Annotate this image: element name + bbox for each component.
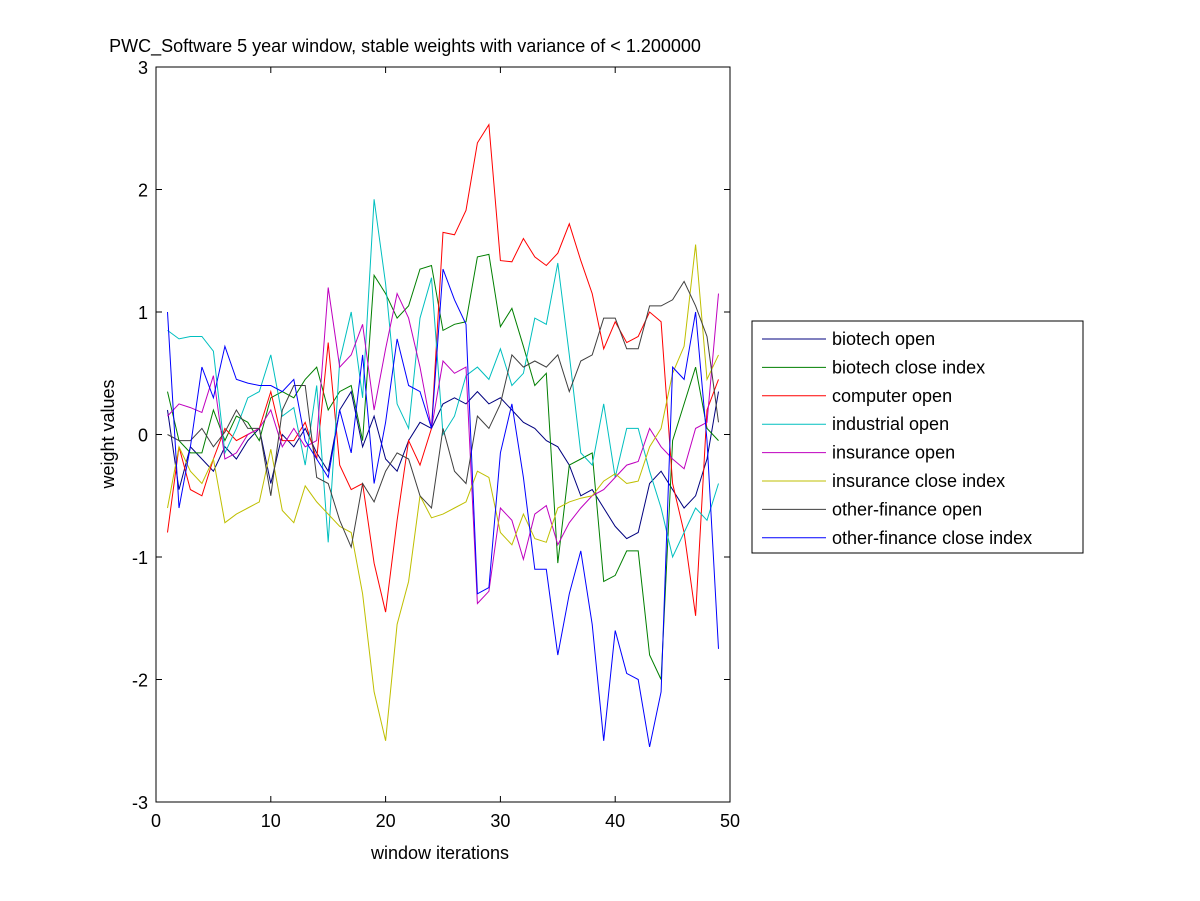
chart-title: PWC_Software 5 year window, stable weigh… bbox=[109, 36, 701, 57]
ticks-layer: 0 10 20 30 40 50 -3 -2 -1 0 1 2 3 bbox=[132, 58, 740, 831]
legend-box bbox=[751, 320, 1084, 554]
legend-label-8: other-finance close index bbox=[832, 528, 1032, 548]
x-tick-label: 30 bbox=[490, 811, 510, 831]
y-tick-label: 0 bbox=[138, 426, 148, 446]
y-tick-label: -3 bbox=[132, 793, 148, 813]
series-layer bbox=[167, 123, 719, 748]
series-line-2 bbox=[167, 253, 719, 680]
legend: biotech open biotech close index computer … bbox=[751, 320, 1084, 554]
series-line-4 bbox=[167, 199, 719, 559]
legend-label-7: other-finance open bbox=[832, 499, 982, 519]
legend-label-3: computer open bbox=[832, 386, 952, 406]
y-tick-label: 2 bbox=[138, 181, 148, 201]
legend-entries: biotech open biotech close index computer … bbox=[762, 329, 1032, 548]
x-tick-label: 50 bbox=[720, 811, 740, 831]
y-tick-label: 3 bbox=[138, 58, 148, 78]
legend-label-5: insurance open bbox=[832, 443, 955, 463]
plot-area: 0 10 20 30 40 50 -3 -2 -1 0 1 2 3 bbox=[132, 58, 740, 831]
series-line-7 bbox=[167, 280, 719, 549]
legend-label-2: biotech close index bbox=[832, 357, 985, 377]
legend-label-6: insurance close index bbox=[832, 471, 1005, 491]
y-axis-label: weight values bbox=[98, 379, 118, 489]
series-line-6 bbox=[167, 244, 719, 741]
y-tick-label: 1 bbox=[138, 303, 148, 323]
y-tick-label: -1 bbox=[132, 548, 148, 568]
x-tick-label: 20 bbox=[376, 811, 396, 831]
x-tick-label: 0 bbox=[151, 811, 161, 831]
legend-label-1: biotech open bbox=[832, 329, 935, 349]
y-tick-label: -2 bbox=[132, 671, 148, 691]
legend-label-4: industrial open bbox=[832, 414, 949, 434]
x-axis-label: window iterations bbox=[370, 843, 509, 863]
series-line-8 bbox=[167, 268, 719, 748]
x-tick-label: 40 bbox=[605, 811, 625, 831]
x-tick-label: 10 bbox=[261, 811, 281, 831]
